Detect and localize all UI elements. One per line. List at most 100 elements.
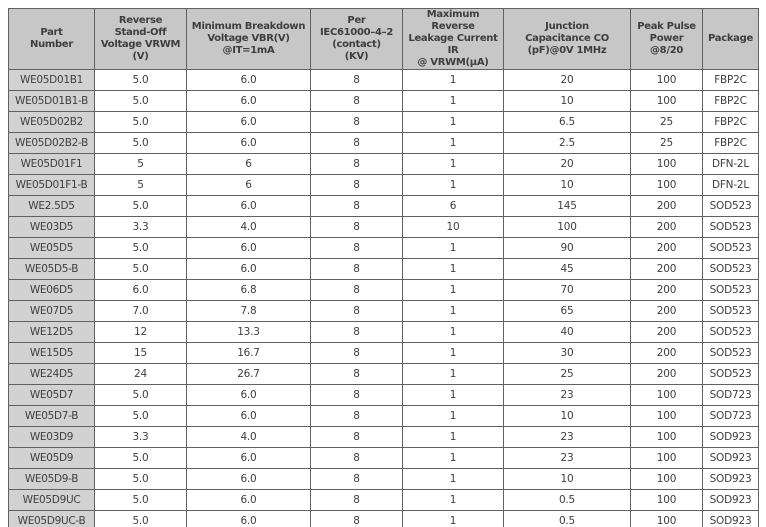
cell-ir: 1 <box>402 363 504 385</box>
table-row: WE05D9UC 5.0 6.0 8 1 0.5 100 SOD923 <box>8 489 759 511</box>
cell-package: SOD923 <box>702 510 759 527</box>
cell-ir: 10 <box>402 216 504 238</box>
part-number-cell: WE05D02B2 <box>8 111 95 133</box>
cell-vrwm: 3.3 <box>94 426 187 448</box>
cell-vrwm: 5.0 <box>94 384 187 406</box>
cell-vbr: 6.0 <box>186 237 311 259</box>
table-row: WE05D01B1-B 5.0 6.0 8 1 10 100 FBP2C <box>8 90 759 112</box>
cell-iec: 8 <box>310 342 403 364</box>
cell-co: 23 <box>503 447 631 469</box>
cell-ir: 1 <box>402 90 504 112</box>
cell-ppp: 100 <box>630 405 703 427</box>
cell-package: SOD923 <box>702 468 759 490</box>
cell-ir: 1 <box>402 510 504 527</box>
cell-co: 0.5 <box>503 510 631 527</box>
table-row: WE05D9 5.0 6.0 8 1 23 100 SOD923 <box>8 447 759 469</box>
cell-ppp: 100 <box>630 384 703 406</box>
table-row: WE03D5 3.3 4.0 8 10 100 200 SOD523 <box>8 216 759 238</box>
spec-table: Part Number Reverse Stand-Off Voltage VR… <box>8 8 759 527</box>
cell-ir: 1 <box>402 321 504 343</box>
cell-iec: 8 <box>310 111 403 133</box>
cell-co: 10 <box>503 405 631 427</box>
cell-package: SOD523 <box>702 195 759 217</box>
part-number-cell: WE15D5 <box>8 342 95 364</box>
cell-co: 30 <box>503 342 631 364</box>
header-row: Part Number Reverse Stand-Off Voltage VR… <box>8 8 759 70</box>
cell-package: DFN-2L <box>702 153 759 175</box>
column-header-max-reverse-leakage: Maximum Reverse Leakage Current IR @ VRW… <box>402 8 504 70</box>
cell-iec: 8 <box>310 300 403 322</box>
cell-package: SOD523 <box>702 363 759 385</box>
part-number-cell: WE05D01B1 <box>8 69 95 91</box>
part-number-cell: WE05D9UC-B <box>8 510 95 527</box>
cell-vrwm: 5.0 <box>94 132 187 154</box>
cell-ir: 1 <box>402 111 504 133</box>
table-row: WE05D9-B 5.0 6.0 8 1 10 100 SOD923 <box>8 468 759 490</box>
cell-iec: 8 <box>310 237 403 259</box>
cell-ir: 1 <box>402 300 504 322</box>
part-number-cell: WE05D9-B <box>8 468 95 490</box>
cell-vbr: 7.8 <box>186 300 311 322</box>
part-number-cell: WE07D5 <box>8 300 95 322</box>
cell-vbr: 6.0 <box>186 384 311 406</box>
cell-ir: 1 <box>402 69 504 91</box>
cell-ppp: 200 <box>630 300 703 322</box>
cell-vrwm: 5 <box>94 174 187 196</box>
cell-co: 70 <box>503 279 631 301</box>
cell-vbr: 13.3 <box>186 321 311 343</box>
cell-ppp: 100 <box>630 510 703 527</box>
cell-package: FBP2C <box>702 90 759 112</box>
cell-ppp: 200 <box>630 258 703 280</box>
cell-ppp: 100 <box>630 468 703 490</box>
cell-co: 45 <box>503 258 631 280</box>
cell-ppp: 200 <box>630 237 703 259</box>
cell-vrwm: 24 <box>94 363 187 385</box>
cell-iec: 8 <box>310 363 403 385</box>
cell-vbr: 16.7 <box>186 342 311 364</box>
part-number-cell: WE05D01F1-B <box>8 174 95 196</box>
cell-co: 10 <box>503 174 631 196</box>
cell-package: FBP2C <box>702 111 759 133</box>
part-number-cell: WE06D5 <box>8 279 95 301</box>
cell-vbr: 6.0 <box>186 489 311 511</box>
cell-iec: 8 <box>310 153 403 175</box>
cell-vrwm: 5.0 <box>94 237 187 259</box>
cell-iec: 8 <box>310 510 403 527</box>
cell-vbr: 6.0 <box>186 405 311 427</box>
cell-package: SOD523 <box>702 279 759 301</box>
cell-vrwm: 5.0 <box>94 90 187 112</box>
cell-vbr: 4.0 <box>186 426 311 448</box>
cell-package: SOD923 <box>702 426 759 448</box>
cell-ppp: 100 <box>630 489 703 511</box>
cell-ir: 1 <box>402 384 504 406</box>
cell-co: 145 <box>503 195 631 217</box>
cell-package: SOD523 <box>702 321 759 343</box>
part-number-cell: WE05D7 <box>8 384 95 406</box>
cell-vrwm: 5.0 <box>94 405 187 427</box>
part-number-cell: WE05D01B1-B <box>8 90 95 112</box>
table-row: WE05D7 5.0 6.0 8 1 23 100 SOD723 <box>8 384 759 406</box>
cell-ir: 6 <box>402 195 504 217</box>
cell-vrwm: 5.0 <box>94 489 187 511</box>
part-number-cell: WE24D5 <box>8 363 95 385</box>
cell-ppp: 200 <box>630 342 703 364</box>
cell-co: 23 <box>503 426 631 448</box>
part-number-cell: WE05D5 <box>8 237 95 259</box>
cell-co: 10 <box>503 90 631 112</box>
cell-iec: 8 <box>310 132 403 154</box>
part-number-cell: WE05D9UC <box>8 489 95 511</box>
cell-package: FBP2C <box>702 69 759 91</box>
cell-co: 6.5 <box>503 111 631 133</box>
cell-vbr: 6.0 <box>186 90 311 112</box>
table-row: WE05D02B2-B 5.0 6.0 8 1 2.5 25 FBP2C <box>8 132 759 154</box>
cell-ir: 1 <box>402 174 504 196</box>
cell-iec: 8 <box>310 69 403 91</box>
cell-co: 2.5 <box>503 132 631 154</box>
cell-co: 40 <box>503 321 631 343</box>
part-number-cell: WE05D7-B <box>8 405 95 427</box>
cell-ppp: 100 <box>630 90 703 112</box>
cell-package: SOD923 <box>702 489 759 511</box>
cell-co: 25 <box>503 363 631 385</box>
cell-iec: 8 <box>310 195 403 217</box>
